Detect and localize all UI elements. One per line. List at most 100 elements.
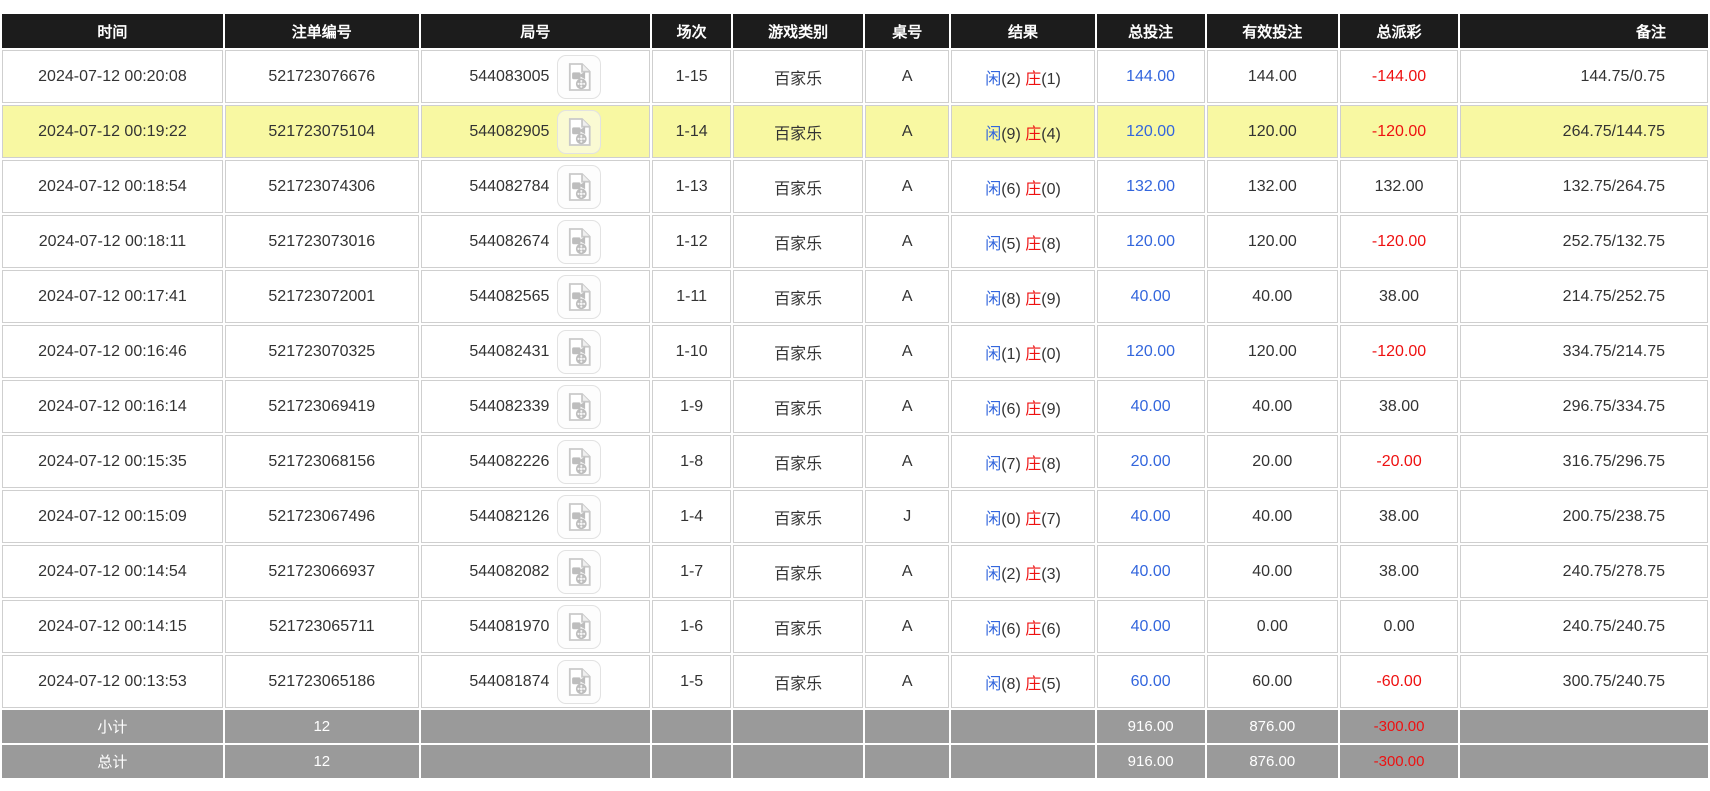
valid-bet-cell: 40.00 xyxy=(1206,545,1339,598)
video-replay-button[interactable] xyxy=(557,384,602,429)
table-no-cell: A xyxy=(865,105,950,158)
session-cell: 1-14 xyxy=(652,105,732,158)
payout-cell: -120.00 xyxy=(1340,105,1459,158)
subtotal-row-total-bet: 916.00 xyxy=(1096,710,1205,743)
game-type-cell: 百家乐 xyxy=(733,160,864,213)
grand-total-row-game-empty xyxy=(733,745,864,778)
video-replay-icon xyxy=(566,392,592,422)
grand-total-row-round-empty xyxy=(420,745,651,778)
valid-bet-cell: 120.00 xyxy=(1206,105,1339,158)
video-replay-button[interactable] xyxy=(557,329,602,374)
time-cell: 2024-07-12 00:20:08 xyxy=(2,50,223,103)
session-cell: 1-9 xyxy=(652,380,732,433)
header-row: 时间 注单编号 局号 场次 游戏类别 桌号 结果 总投注 有效投注 总派彩 备注 xyxy=(2,14,1708,48)
table-no-cell: A xyxy=(865,655,950,708)
bet-id-cell: 521723065186 xyxy=(224,655,419,708)
subtotal-row-result-empty xyxy=(951,710,1095,743)
time-cell: 2024-07-12 00:18:54 xyxy=(2,160,223,213)
subtotal-row-session-empty xyxy=(652,710,732,743)
result-cell: 闲(6) 庄(0) xyxy=(951,160,1095,213)
banker-label: 庄 xyxy=(1025,620,1042,638)
subtotal-row-game-empty xyxy=(733,710,864,743)
table-row[interactable]: 2024-07-12 00:16:14 521723069419 544082339… xyxy=(2,380,1708,433)
time-cell: 2024-07-12 00:15:09 xyxy=(2,490,223,543)
remark-cell: 296.75/334.75 xyxy=(1460,380,1708,433)
total-bet-cell: 20.00 xyxy=(1096,435,1205,488)
column-header-result: 结果 xyxy=(951,14,1095,48)
table-no-cell: A xyxy=(865,435,950,488)
player-points: (6) xyxy=(1001,620,1021,638)
video-replay-button[interactable] xyxy=(557,659,602,704)
video-replay-button[interactable] xyxy=(557,274,602,319)
video-replay-button[interactable] xyxy=(557,219,602,264)
video-replay-icon xyxy=(566,667,592,697)
table-row[interactable]: 2024-07-12 00:13:53 521723065186 544081874… xyxy=(2,655,1708,708)
round-id-cell: 544082565 xyxy=(420,270,651,323)
subtotal-row: 小计 12 916.00 876.00 -300.00 xyxy=(2,710,1708,743)
player-label: 闲 xyxy=(985,675,1002,693)
banker-label: 庄 xyxy=(1025,180,1042,198)
payout-cell: -60.00 xyxy=(1340,655,1459,708)
video-replay-button[interactable] xyxy=(557,164,602,209)
video-replay-button[interactable] xyxy=(557,439,602,484)
player-label: 闲 xyxy=(985,510,1002,528)
table-row[interactable]: 2024-07-12 00:16:46 521723070325 544082431… xyxy=(2,325,1708,378)
time-cell: 2024-07-12 00:14:15 xyxy=(2,600,223,653)
payout-cell: 38.00 xyxy=(1340,490,1459,543)
result-cell: 闲(1) 庄(0) xyxy=(951,325,1095,378)
remark-cell: 264.75/144.75 xyxy=(1460,105,1708,158)
video-replay-button[interactable] xyxy=(557,549,602,594)
bet-id-cell: 521723067496 xyxy=(224,490,419,543)
session-cell: 1-10 xyxy=(652,325,732,378)
column-header-game_type: 游戏类别 xyxy=(733,14,864,48)
valid-bet-cell: 40.00 xyxy=(1206,490,1339,543)
bet-id-cell: 521723076676 xyxy=(224,50,419,103)
round-id-value: 544082226 xyxy=(469,452,550,470)
video-replay-button[interactable] xyxy=(557,604,602,649)
table-row[interactable]: 2024-07-12 00:18:11 521723073016 544082674… xyxy=(2,215,1708,268)
payout-cell: 132.00 xyxy=(1340,160,1459,213)
time-cell: 2024-07-12 00:15:35 xyxy=(2,435,223,488)
table-row[interactable]: 2024-07-12 00:18:54 521723074306 544082784… xyxy=(2,160,1708,213)
table-row[interactable]: 2024-07-12 00:19:22 521723075104 544082905… xyxy=(2,105,1708,158)
remark-cell: 214.75/252.75 xyxy=(1460,270,1708,323)
result-cell: 闲(2) 庄(3) xyxy=(951,545,1095,598)
video-replay-button[interactable] xyxy=(557,54,602,99)
bet-id-cell: 521723070325 xyxy=(224,325,419,378)
session-cell: 1-13 xyxy=(652,160,732,213)
banker-points: (8) xyxy=(1041,455,1061,473)
player-points: (6) xyxy=(1001,400,1021,418)
column-header-total_bet: 总投注 xyxy=(1096,14,1205,48)
total-bet-cell: 120.00 xyxy=(1096,215,1205,268)
banker-points: (9) xyxy=(1041,400,1061,418)
table-row[interactable]: 2024-07-12 00:15:09 521723067496 544082126… xyxy=(2,490,1708,543)
remark-cell: 144.75/0.75 xyxy=(1460,50,1708,103)
valid-bet-cell: 120.00 xyxy=(1206,325,1339,378)
result-cell: 闲(8) 庄(9) xyxy=(951,270,1095,323)
round-id-value: 544082431 xyxy=(469,342,550,360)
table-row[interactable]: 2024-07-12 00:15:35 521723068156 544082226… xyxy=(2,435,1708,488)
time-cell: 2024-07-12 00:19:22 xyxy=(2,105,223,158)
table-row[interactable]: 2024-07-12 00:20:08 521723076676 544083005… xyxy=(2,50,1708,103)
table-row[interactable]: 2024-07-12 00:14:54 521723066937 544082082… xyxy=(2,545,1708,598)
payout-cell: -120.00 xyxy=(1340,215,1459,268)
banker-points: (1) xyxy=(1041,70,1061,88)
subtotal-row-valid-bet: 876.00 xyxy=(1206,710,1339,743)
round-id-cell: 544082431 xyxy=(420,325,651,378)
remark-cell: 132.75/264.75 xyxy=(1460,160,1708,213)
round-id-cell: 544081874 xyxy=(420,655,651,708)
column-header-table_no: 桌号 xyxy=(865,14,950,48)
subtotal-row-remark-empty xyxy=(1460,710,1708,743)
video-replay-icon xyxy=(566,172,592,202)
video-replay-button[interactable] xyxy=(557,494,602,539)
round-id-cell: 544082784 xyxy=(420,160,651,213)
total-bet-cell: 40.00 xyxy=(1096,545,1205,598)
round-id-value: 544082674 xyxy=(469,232,550,250)
total-bet-cell: 40.00 xyxy=(1096,600,1205,653)
table-row[interactable]: 2024-07-12 00:14:15 521723065711 544081970… xyxy=(2,600,1708,653)
video-replay-button[interactable] xyxy=(557,109,602,154)
round-id-cell: 544081970 xyxy=(420,600,651,653)
total-bet-cell: 40.00 xyxy=(1096,270,1205,323)
round-id-value: 544082784 xyxy=(469,177,550,195)
table-row[interactable]: 2024-07-12 00:17:41 521723072001 544082565… xyxy=(2,270,1708,323)
